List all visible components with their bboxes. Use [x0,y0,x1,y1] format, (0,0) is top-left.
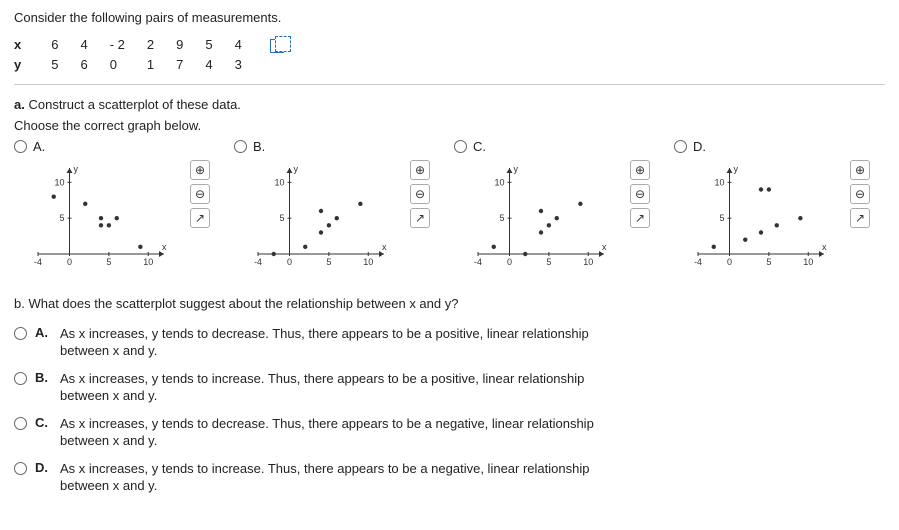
choice-letter: C. [473,139,486,154]
part-a-label: a. Construct a scatterplot of these data… [14,97,885,112]
radio-mc-b[interactable] [14,372,27,385]
graph-choices: A. -4 0 5 10 5 10 x y ⊕ ⊖ ↗ B. -4 0 5 10 5 10 x y ⊕ ⊖ … [14,139,885,278]
svg-text:0: 0 [507,257,512,267]
part-a-instruction: Choose the correct graph below. [14,118,885,133]
svg-text:y: y [514,164,519,174]
table-row: x 6 4 - 2 2 9 5 4 [14,35,306,55]
popout-icon[interactable]: ↗ [630,208,650,228]
scatter-chart-c: -4 0 5 10 5 10 x y [454,158,614,268]
svg-text:5: 5 [59,213,64,223]
svg-text:y: y [294,164,299,174]
svg-text:10: 10 [714,177,724,187]
svg-text:5: 5 [326,257,331,267]
svg-text:x: x [602,242,607,252]
popout-icon[interactable]: ↗ [850,208,870,228]
svg-text:5: 5 [766,257,771,267]
svg-text:10: 10 [803,257,813,267]
scatter-chart-b: -4 0 5 10 5 10 x y [234,158,394,268]
popout-icon[interactable]: ↗ [190,208,210,228]
choice-c: C. -4 0 5 10 5 10 x y ⊕ ⊖ ↗ [454,139,664,278]
part-b-label: b. What does the scatterplot suggest abo… [14,296,885,311]
data-table: x 6 4 - 2 2 9 5 4 y 5 6 0 1 7 4 3 [14,35,306,74]
radio-mc-d[interactable] [14,462,27,475]
zoom-out-icon[interactable]: ⊖ [630,184,650,204]
choice-letter: D. [693,139,706,154]
scatter-chart-a: -4 0 5 10 5 10 x y [14,158,174,268]
radio-a[interactable] [14,140,27,153]
svg-text:y: y [734,164,739,174]
svg-text:x: x [162,242,167,252]
popout-icon[interactable]: ↗ [410,208,430,228]
mc-option-b: B. As x increases, y tends to increase. … [14,370,634,405]
intro-text: Consider the following pairs of measurem… [14,10,885,25]
svg-text:10: 10 [583,257,593,267]
svg-text:-4: -4 [254,257,262,267]
radio-b[interactable] [234,140,247,153]
zoom-in-icon[interactable]: ⊕ [850,160,870,180]
svg-text:-4: -4 [474,257,482,267]
svg-text:0: 0 [287,257,292,267]
zoom-in-icon[interactable]: ⊕ [630,160,650,180]
svg-text:5: 5 [546,257,551,267]
table-row: y 5 6 0 1 7 4 3 [14,55,306,74]
svg-text:5: 5 [719,213,724,223]
radio-c[interactable] [454,140,467,153]
choice-letter: A. [33,139,45,154]
svg-text:10: 10 [143,257,153,267]
copy-icon[interactable] [270,39,284,53]
svg-text:-4: -4 [694,257,702,267]
svg-text:5: 5 [106,257,111,267]
radio-mc-a[interactable] [14,327,27,340]
svg-text:10: 10 [54,177,64,187]
svg-text:0: 0 [67,257,72,267]
mc-option-d: D. As x increases, y tends to increase. … [14,460,634,495]
svg-text:10: 10 [494,177,504,187]
radio-mc-c[interactable] [14,417,27,430]
zoom-out-icon[interactable]: ⊖ [850,184,870,204]
svg-text:-4: -4 [34,257,42,267]
zoom-in-icon[interactable]: ⊕ [190,160,210,180]
choice-letter: B. [253,139,265,154]
svg-text:x: x [382,242,387,252]
svg-text:y: y [74,164,79,174]
svg-text:0: 0 [727,257,732,267]
svg-text:10: 10 [274,177,284,187]
row-label: y [14,55,51,74]
mc-option-c: C. As x increases, y tends to decrease. … [14,415,634,450]
svg-text:5: 5 [499,213,504,223]
mc-options: A. As x increases, y tends to decrease. … [14,325,885,495]
mc-option-a: A. As x increases, y tends to decrease. … [14,325,634,360]
choice-d: D. -4 0 5 10 5 10 x y ⊕ ⊖ ↗ [674,139,884,278]
zoom-out-icon[interactable]: ⊖ [190,184,210,204]
radio-d[interactable] [674,140,687,153]
row-label: x [14,35,51,55]
svg-text:x: x [822,242,827,252]
choice-a: A. -4 0 5 10 5 10 x y ⊕ ⊖ ↗ [14,139,224,278]
divider [14,84,885,85]
zoom-in-icon[interactable]: ⊕ [410,160,430,180]
svg-text:10: 10 [363,257,373,267]
svg-text:5: 5 [279,213,284,223]
scatter-chart-d: -4 0 5 10 5 10 x y [674,158,834,268]
choice-b: B. -4 0 5 10 5 10 x y ⊕ ⊖ ↗ [234,139,444,278]
zoom-out-icon[interactable]: ⊖ [410,184,430,204]
